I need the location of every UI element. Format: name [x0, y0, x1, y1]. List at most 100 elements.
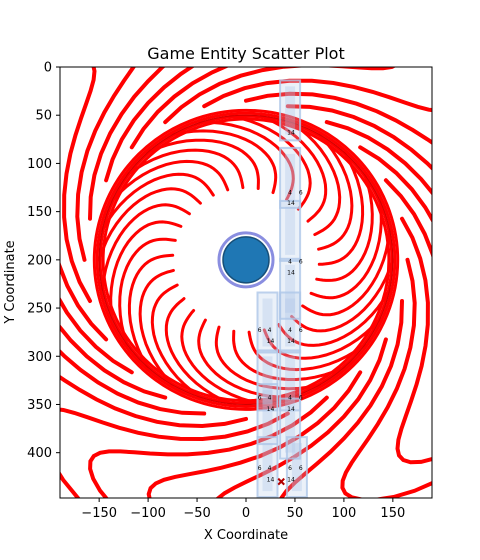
- entity-number-label: 6: [258, 465, 262, 472]
- outer-swirl-arc: [60, 348, 207, 416]
- entity-number-label: 6: [299, 259, 303, 266]
- inner-swirl-arc: [125, 148, 245, 190]
- entity-x-marker: [277, 477, 285, 486]
- entity-number-label: 6: [299, 395, 303, 402]
- inner-swirl-arc: [150, 283, 203, 399]
- entity-block: [256, 383, 279, 446]
- entity-number-label: 6: [299, 327, 303, 334]
- inner-swirl-arc: [259, 114, 328, 223]
- y-tick-label: 300: [27, 350, 52, 365]
- vortex-ring: [95, 111, 397, 408]
- entity-block: [279, 291, 302, 354]
- entity-number-label: 4: [288, 395, 292, 402]
- entity-number-label: 6: [258, 395, 262, 402]
- y-tick-label: 150: [27, 205, 52, 220]
- hero-entity-point: [222, 236, 270, 284]
- entity-number-label: 6: [299, 465, 303, 472]
- entity-number-label: 14: [287, 338, 295, 345]
- inner-swirl-arc: [289, 120, 342, 237]
- entity-number-label: 14: [287, 406, 295, 413]
- inner-swirl-arc: [317, 133, 354, 251]
- entity-number-label: 6: [258, 327, 262, 334]
- x-tick-label: −50: [183, 506, 210, 521]
- outer-swirl-arc: [75, 67, 136, 262]
- entity-number-label: 14: [267, 406, 275, 413]
- y-tick-label: 100: [27, 157, 52, 172]
- inner-swirl-arc: [180, 309, 263, 406]
- y-tick-label: 50: [35, 109, 52, 124]
- inner-swirl-arc: [315, 173, 374, 282]
- outer-swirl-arc: [88, 67, 166, 221]
- inner-swirl-arc: [110, 159, 230, 203]
- x-tick-label: 150: [380, 506, 405, 521]
- entity-block: [279, 199, 302, 262]
- chart-title: Game Entity Scatter Plot: [147, 44, 344, 63]
- inner-swirl-arc: [164, 297, 233, 406]
- hero-halo: [217, 231, 275, 289]
- x-tick-label: −150: [81, 506, 117, 521]
- inner-swirl-arc: [309, 199, 383, 300]
- inner-swirl-arc: [127, 253, 175, 369]
- entity-number-label: 14: [281, 62, 289, 69]
- vortex-ring: [101, 117, 391, 403]
- inner-swirl-arc: [146, 138, 260, 190]
- entity-number-label: 4: [268, 395, 272, 402]
- entity-number-label: 6: [299, 189, 303, 196]
- entity-number-label: 4: [288, 259, 292, 266]
- x-tick-label: 0: [242, 506, 250, 521]
- inner-swirl-arc: [301, 228, 392, 317]
- entity-number-label: 6: [288, 465, 292, 472]
- outer-swirl-arc: [244, 91, 432, 145]
- entity-number-label: 14: [287, 269, 295, 276]
- entity-number-label: 14: [287, 477, 295, 484]
- inner-swirl-arc: [232, 329, 346, 381]
- entity-block: [279, 79, 302, 142]
- inner-swirl-arc: [197, 318, 293, 399]
- vortex-ring: [92, 108, 400, 411]
- inner-swirl-arc: [109, 220, 183, 321]
- entity-block: [279, 397, 302, 460]
- inner-swirl-arc: [100, 203, 191, 292]
- y-tick-label: 200: [27, 253, 52, 268]
- outer-swirl-arc: [285, 104, 432, 171]
- entity-block: [279, 349, 302, 412]
- entity-block: [279, 257, 302, 320]
- inner-swirl-arc: [277, 288, 392, 347]
- entity-number-label: 14: [267, 338, 275, 345]
- outer-swirl-arc: [340, 257, 432, 498]
- inner-swirl-arc: [199, 120, 295, 202]
- entity-block: [256, 349, 279, 412]
- outer-swirl-arc: [62, 67, 97, 303]
- entity-number-label: 4: [288, 189, 292, 196]
- outer-swirl-arc: [88, 395, 329, 498]
- entity-block: [285, 436, 308, 498]
- y-tick-label: 400: [27, 446, 52, 461]
- inner-swirl-arc: [247, 330, 367, 372]
- outer-swirl-arc: [60, 374, 248, 429]
- x-tick-label: 100: [331, 506, 356, 521]
- inner-swirl-arc: [262, 317, 382, 360]
- y-tick-label: 250: [27, 302, 52, 317]
- y-tick-label: 350: [27, 398, 52, 413]
- outer-swirl-arc: [60, 407, 290, 498]
- outer-swirl-arc: [279, 299, 404, 498]
- x-axis-title: X Coordinate: [204, 528, 288, 543]
- vortex-ring: [98, 114, 394, 406]
- inner-swirl-arc: [97, 187, 202, 262]
- vortex-ring-core: [98, 114, 394, 405]
- inner-swirl-arc: [138, 268, 175, 387]
- y-tick-label: 0: [44, 61, 52, 76]
- entity-block: [256, 436, 279, 498]
- outer-swirl-arc: [202, 78, 432, 113]
- outer-swirl-arc: [395, 216, 432, 465]
- inner-swirl-arc: [171, 129, 278, 195]
- entity-number-label: 14: [267, 477, 275, 484]
- entity-number-label: 14: [287, 200, 295, 207]
- entity-number-label: 14: [287, 130, 295, 137]
- inner-swirl-arc: [118, 237, 177, 347]
- entity-number-label: 4: [288, 327, 292, 334]
- y-axis-title: Y Coordinate: [3, 240, 18, 324]
- x-tick-label: 50: [287, 506, 304, 521]
- entity-block: [279, 146, 302, 209]
